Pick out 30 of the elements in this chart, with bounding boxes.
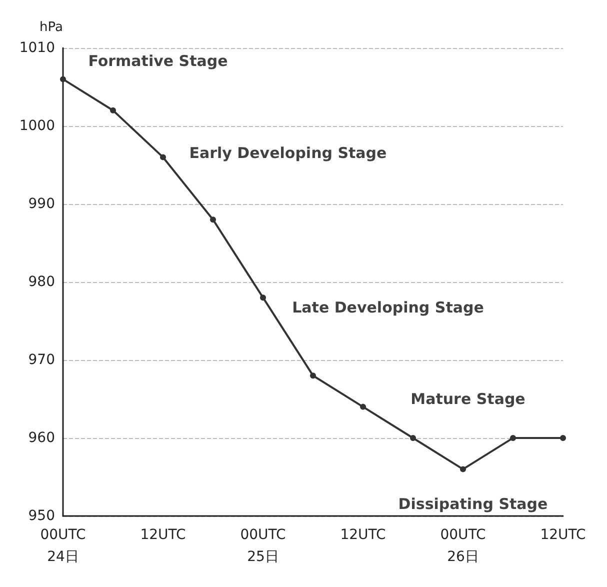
- x-tick-label: 00UTC 24日: [40, 527, 86, 565]
- point: [110, 107, 116, 114]
- point: [60, 76, 66, 82]
- point: [260, 294, 266, 301]
- annotation: Late Developing Stage: [292, 298, 484, 317]
- annotation: Early Developing Stage: [189, 144, 387, 162]
- x-tick-label: 12UTC: [540, 527, 586, 543]
- y-tick-label: 990: [28, 196, 55, 212]
- annotation: Mature Stage: [410, 390, 526, 408]
- annotation: Formative Stage: [88, 52, 228, 70]
- annotation: Dissipating Stage: [398, 495, 548, 514]
- y-tick-label: 950: [28, 508, 55, 524]
- x-tick-label: 12UTC: [340, 527, 386, 543]
- y-tick-label: 1010: [19, 40, 55, 56]
- y-tick-label: 970: [28, 352, 55, 368]
- y-tick-label: 960: [28, 430, 55, 446]
- x-tick-label: 12UTC: [140, 527, 186, 543]
- y-tick-label: 1000: [19, 118, 55, 134]
- point: [510, 435, 516, 441]
- point: [360, 404, 366, 410]
- x-tick-label: 00UTC 25日: [240, 527, 286, 565]
- point: [310, 372, 316, 379]
- y-axis-title: hPa: [40, 20, 63, 35]
- point: [410, 435, 416, 441]
- point: [210, 216, 216, 223]
- point: [460, 466, 466, 472]
- y-tick-label: 980: [28, 274, 55, 290]
- point: [160, 154, 166, 160]
- x-tick-label: 00UTC 26日: [440, 527, 486, 565]
- point: [560, 435, 566, 441]
